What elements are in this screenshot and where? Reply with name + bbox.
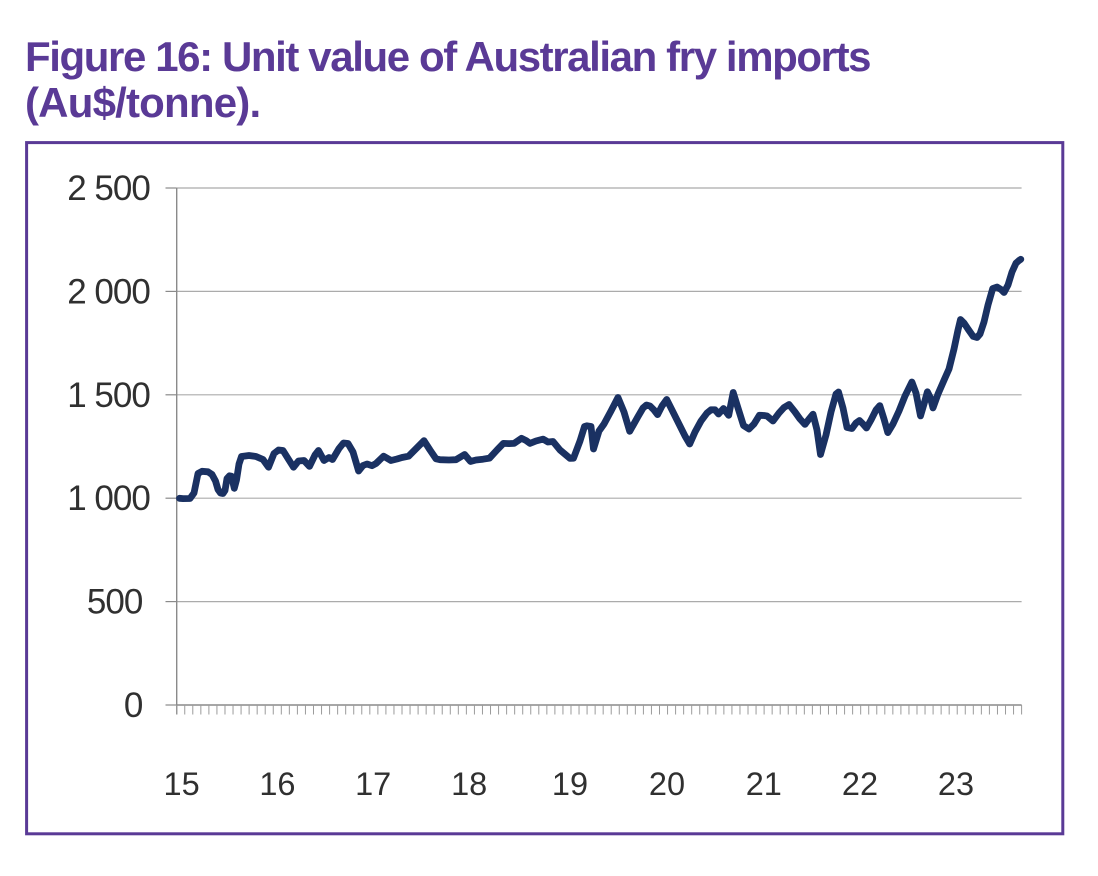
svg-text:1 000: 1 000 <box>67 479 150 518</box>
svg-text:23: 23 <box>938 766 974 802</box>
svg-text:17: 17 <box>355 766 391 802</box>
svg-text:2 500: 2 500 <box>67 169 150 208</box>
svg-text:21: 21 <box>746 766 782 802</box>
svg-text:20: 20 <box>649 766 685 802</box>
svg-text:22: 22 <box>842 766 878 802</box>
svg-text:18: 18 <box>451 766 487 802</box>
svg-text:0: 0 <box>124 686 143 725</box>
svg-text:1 500: 1 500 <box>67 376 150 415</box>
svg-text:2 000: 2 000 <box>67 272 150 311</box>
svg-text:16: 16 <box>259 766 295 802</box>
svg-text:15: 15 <box>164 766 200 802</box>
svg-text:19: 19 <box>552 766 588 802</box>
svg-text:500: 500 <box>87 583 143 622</box>
